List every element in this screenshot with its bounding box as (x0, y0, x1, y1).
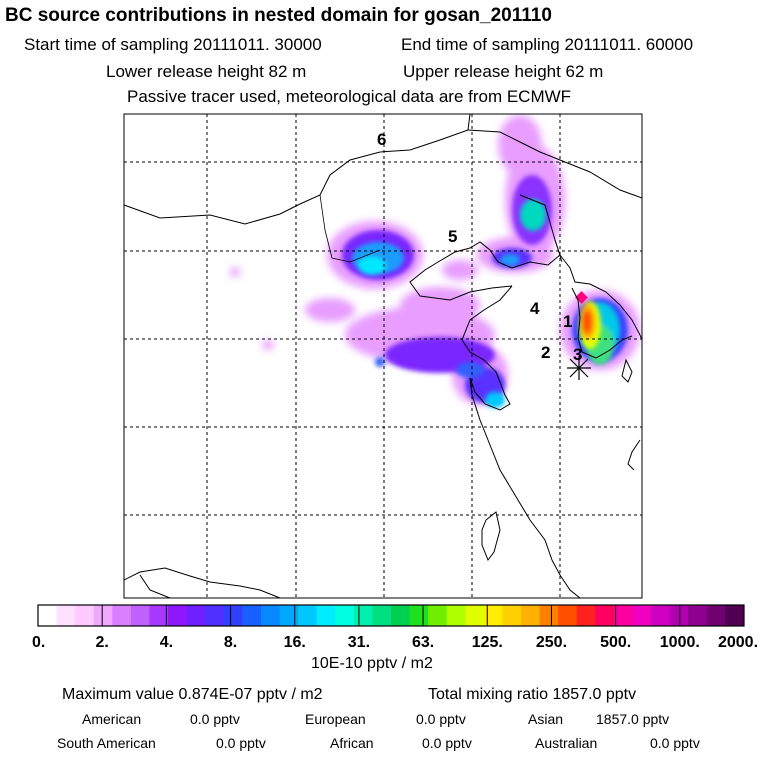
lower-release-height: Lower release height 82 m (106, 62, 307, 81)
map-frame (123, 113, 643, 599)
colorbar-cell (465, 605, 485, 626)
colorbar-tick-label: 1000. (660, 634, 700, 651)
colorbar-tick-label: 125. (472, 634, 503, 651)
colorbar-cell (260, 605, 281, 626)
asian-value: 1857.0 pptv (596, 711, 670, 727)
colorbar-tick-label: 500. (600, 634, 631, 651)
colorbar-cell (38, 605, 58, 626)
maximum-value: Maximum value 0.874E-07 pptv / m2 (62, 686, 323, 703)
colorbar-cell (372, 605, 392, 626)
colorbar-tick-label: 250. (536, 634, 567, 651)
colorbar-cell (75, 605, 95, 626)
coastlines (124, 114, 642, 598)
colorbar-cell (521, 605, 541, 626)
region-label-6: 6 (377, 130, 386, 149)
region-label-4: 4 (530, 299, 540, 318)
colorbar-cell (428, 605, 448, 626)
colorbar-cell (186, 605, 206, 626)
colorbar-cell (353, 605, 373, 626)
colorbar-tick-label: 2000. (718, 634, 758, 651)
asian-label: Asian (528, 711, 564, 727)
colorbar-tick-label: 63. (412, 634, 434, 651)
map-title: BC source contributions in nested domain… (5, 5, 552, 26)
colorbar-tick-label: 0. (32, 634, 45, 651)
colorbar-cell (725, 605, 745, 626)
american-label: American (82, 711, 142, 727)
colorbar-cell (446, 605, 466, 626)
colorbar-cell (112, 605, 132, 626)
colorbar-cell (130, 605, 150, 626)
colorbar-cell (335, 605, 355, 626)
south-american-label: South American (57, 735, 156, 751)
colorbar-cell (688, 605, 708, 626)
australian-value: 0.0 pptv (650, 735, 700, 751)
colorbar-cell (223, 605, 243, 626)
receptor-star-icon (567, 356, 591, 380)
colorbar-cell (242, 605, 262, 626)
colorbar-cell (539, 605, 559, 626)
colorbar-tick-label: 2. (96, 634, 109, 651)
upper-release-height: Upper release height 62 m (403, 62, 604, 81)
tracer-note: Passive tracer used, meteorological data… (127, 87, 572, 106)
colorbar-tick-label: 8. (224, 634, 237, 651)
australian-label: Australian (535, 735, 598, 751)
region-label-1: 1 (563, 312, 572, 331)
european-value: 0.0 pptv (416, 711, 466, 727)
colorbar-tick-label: 31. (348, 634, 370, 651)
colorbar-units: 10E-10 pptv / m2 (311, 655, 433, 672)
colorbar-cell (56, 605, 76, 626)
colorbar-cell (279, 605, 299, 626)
colorbar-cell (613, 605, 634, 626)
region-label-2: 2 (541, 343, 550, 362)
concentration-field (230, 115, 640, 408)
colorbar-cell (316, 605, 336, 626)
colorbar-cell (149, 605, 169, 626)
colorbar-cell (409, 605, 429, 626)
colorbar-cell (576, 605, 596, 626)
colorbar-cell (595, 605, 615, 626)
colorbar-cell (502, 605, 522, 626)
graticule (124, 114, 642, 598)
colorbar-cell (391, 605, 411, 626)
region-label-5: 5 (448, 227, 457, 246)
start-time: Start time of sampling 20111011. 30000 (24, 35, 322, 54)
colorbar-tick-label: 4. (160, 634, 173, 651)
european-label: European (305, 711, 366, 727)
colorbar-cell (168, 605, 188, 626)
colorbar-cell (205, 605, 225, 626)
african-label: African (330, 735, 374, 751)
african-value: 0.0 pptv (422, 735, 472, 751)
total-mixing-ratio: Total mixing ratio 1857.0 pptv (428, 686, 637, 703)
american-value: 0.0 pptv (190, 711, 240, 727)
colorbar-tick-label: 16. (284, 634, 306, 651)
colorbar-cell (632, 605, 652, 626)
colorbar-cell (298, 605, 318, 626)
end-time: End time of sampling 20111011. 60000 (401, 35, 694, 54)
colorbar-cell (669, 605, 689, 626)
colorbar-cell (651, 605, 671, 626)
region-label-3: 3 (573, 345, 582, 364)
colorbar-cell (558, 605, 578, 626)
colorbar-cell (483, 605, 503, 626)
colorbar-cell (93, 605, 113, 626)
south-american-value: 0.0 pptv (216, 735, 266, 751)
colorbar-cell (706, 605, 726, 626)
